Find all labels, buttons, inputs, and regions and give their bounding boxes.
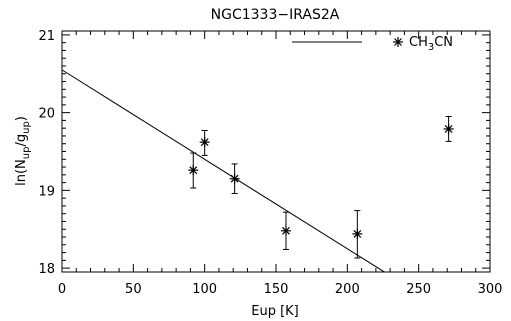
plot-frame <box>61 30 491 273</box>
data-point <box>188 165 199 176</box>
y-tick-label: 18 <box>38 262 55 277</box>
legend: CH3CN <box>292 35 453 53</box>
legend-marker <box>393 37 403 47</box>
y-axis-ticks: 18 19 20 21 <box>38 29 490 277</box>
x-axis-ticks: 0 50 100 150 200 250 300 <box>58 31 503 297</box>
data-point <box>199 137 210 148</box>
x-tick-label: 300 <box>478 282 503 297</box>
data-points <box>188 116 454 259</box>
legend-label-sub: 3 <box>428 42 434 53</box>
x-axis-label: Eup [K] <box>251 304 299 319</box>
fit-line <box>61 69 385 273</box>
x-tick-label: 100 <box>192 282 217 297</box>
y-tick-label: 19 <box>38 184 55 199</box>
y-axis-label-sub2: up <box>21 121 32 134</box>
x-tick-label: 250 <box>406 282 431 297</box>
x-tick-label: 200 <box>335 282 360 297</box>
x-tick-label: 50 <box>125 282 142 297</box>
y-tick-label: 20 <box>38 107 55 122</box>
legend-label-main: CH <box>409 35 428 50</box>
data-point <box>229 173 240 184</box>
y-axis-label-main: ln(N <box>14 159 29 186</box>
data-point <box>280 225 291 236</box>
chart-title: NGC1333−IRAS2A <box>211 7 340 23</box>
y-axis-label: ln(Nup/gup) <box>14 116 32 186</box>
y-axis-label-mid: /g <box>14 134 29 147</box>
x-tick-label: 150 <box>264 282 289 297</box>
y-axis-label-sub1: up <box>21 147 32 160</box>
legend-label-end: CN <box>434 35 453 50</box>
legend-marker-star <box>393 37 403 47</box>
y-axis-label-end: ) <box>14 116 29 121</box>
x-tick-label: 0 <box>58 282 66 297</box>
y-tick-label: 21 <box>38 29 55 44</box>
data-point <box>352 228 363 239</box>
data-point <box>443 123 454 134</box>
legend-label: CH3CN <box>409 35 453 53</box>
